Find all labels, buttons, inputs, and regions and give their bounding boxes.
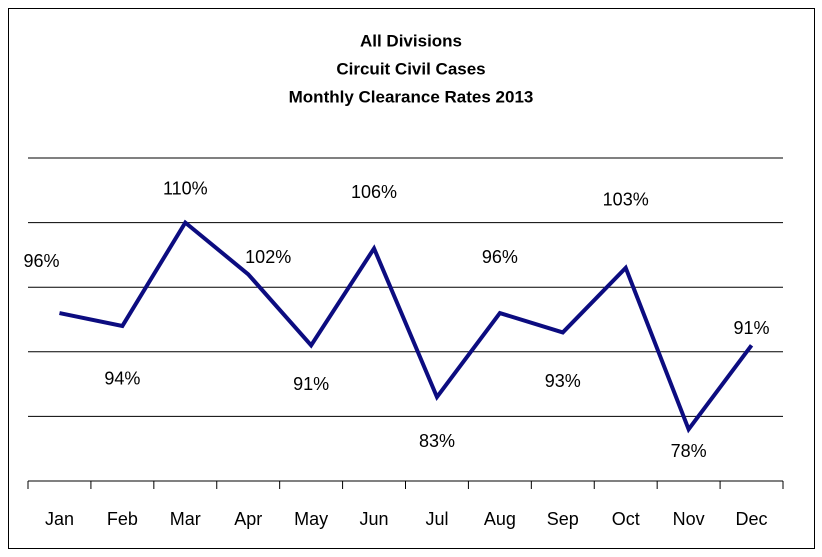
data-line xyxy=(59,219,754,434)
chart-title: Monthly Clearance Rates 2013 xyxy=(289,87,534,106)
chart-border xyxy=(8,8,815,549)
data-label: 83% xyxy=(419,431,455,451)
data-label: 91% xyxy=(734,318,770,338)
x-tick-label: Jun xyxy=(360,509,389,529)
data-label: 102% xyxy=(245,247,291,267)
chart-title: All Divisions xyxy=(360,31,462,50)
x-tick-label: Sep xyxy=(547,509,579,529)
x-tick-label: Jan xyxy=(45,509,74,529)
data-label: 110% xyxy=(163,178,208,198)
x-tick-label: Feb xyxy=(107,509,138,529)
data-label: 93% xyxy=(545,371,581,391)
x-tick-label: Apr xyxy=(234,509,262,529)
x-tick-label: Mar xyxy=(170,509,201,529)
x-tick-label: Nov xyxy=(673,509,705,529)
x-tick-label: Dec xyxy=(736,509,768,529)
data-label: 96% xyxy=(482,247,518,267)
data-label: 94% xyxy=(104,369,140,389)
x-tick-label: Jul xyxy=(425,509,448,529)
data-label: 96% xyxy=(23,251,59,271)
data-label: 103% xyxy=(603,190,649,210)
chart-title: Circuit Civil Cases xyxy=(336,59,485,78)
x-tick-label: Aug xyxy=(484,509,516,529)
data-label: 91% xyxy=(293,374,329,394)
data-label: 106% xyxy=(351,182,397,202)
data-label: 78% xyxy=(671,441,707,461)
x-tick-label: May xyxy=(294,509,328,529)
x-tick-label: Oct xyxy=(612,509,640,529)
